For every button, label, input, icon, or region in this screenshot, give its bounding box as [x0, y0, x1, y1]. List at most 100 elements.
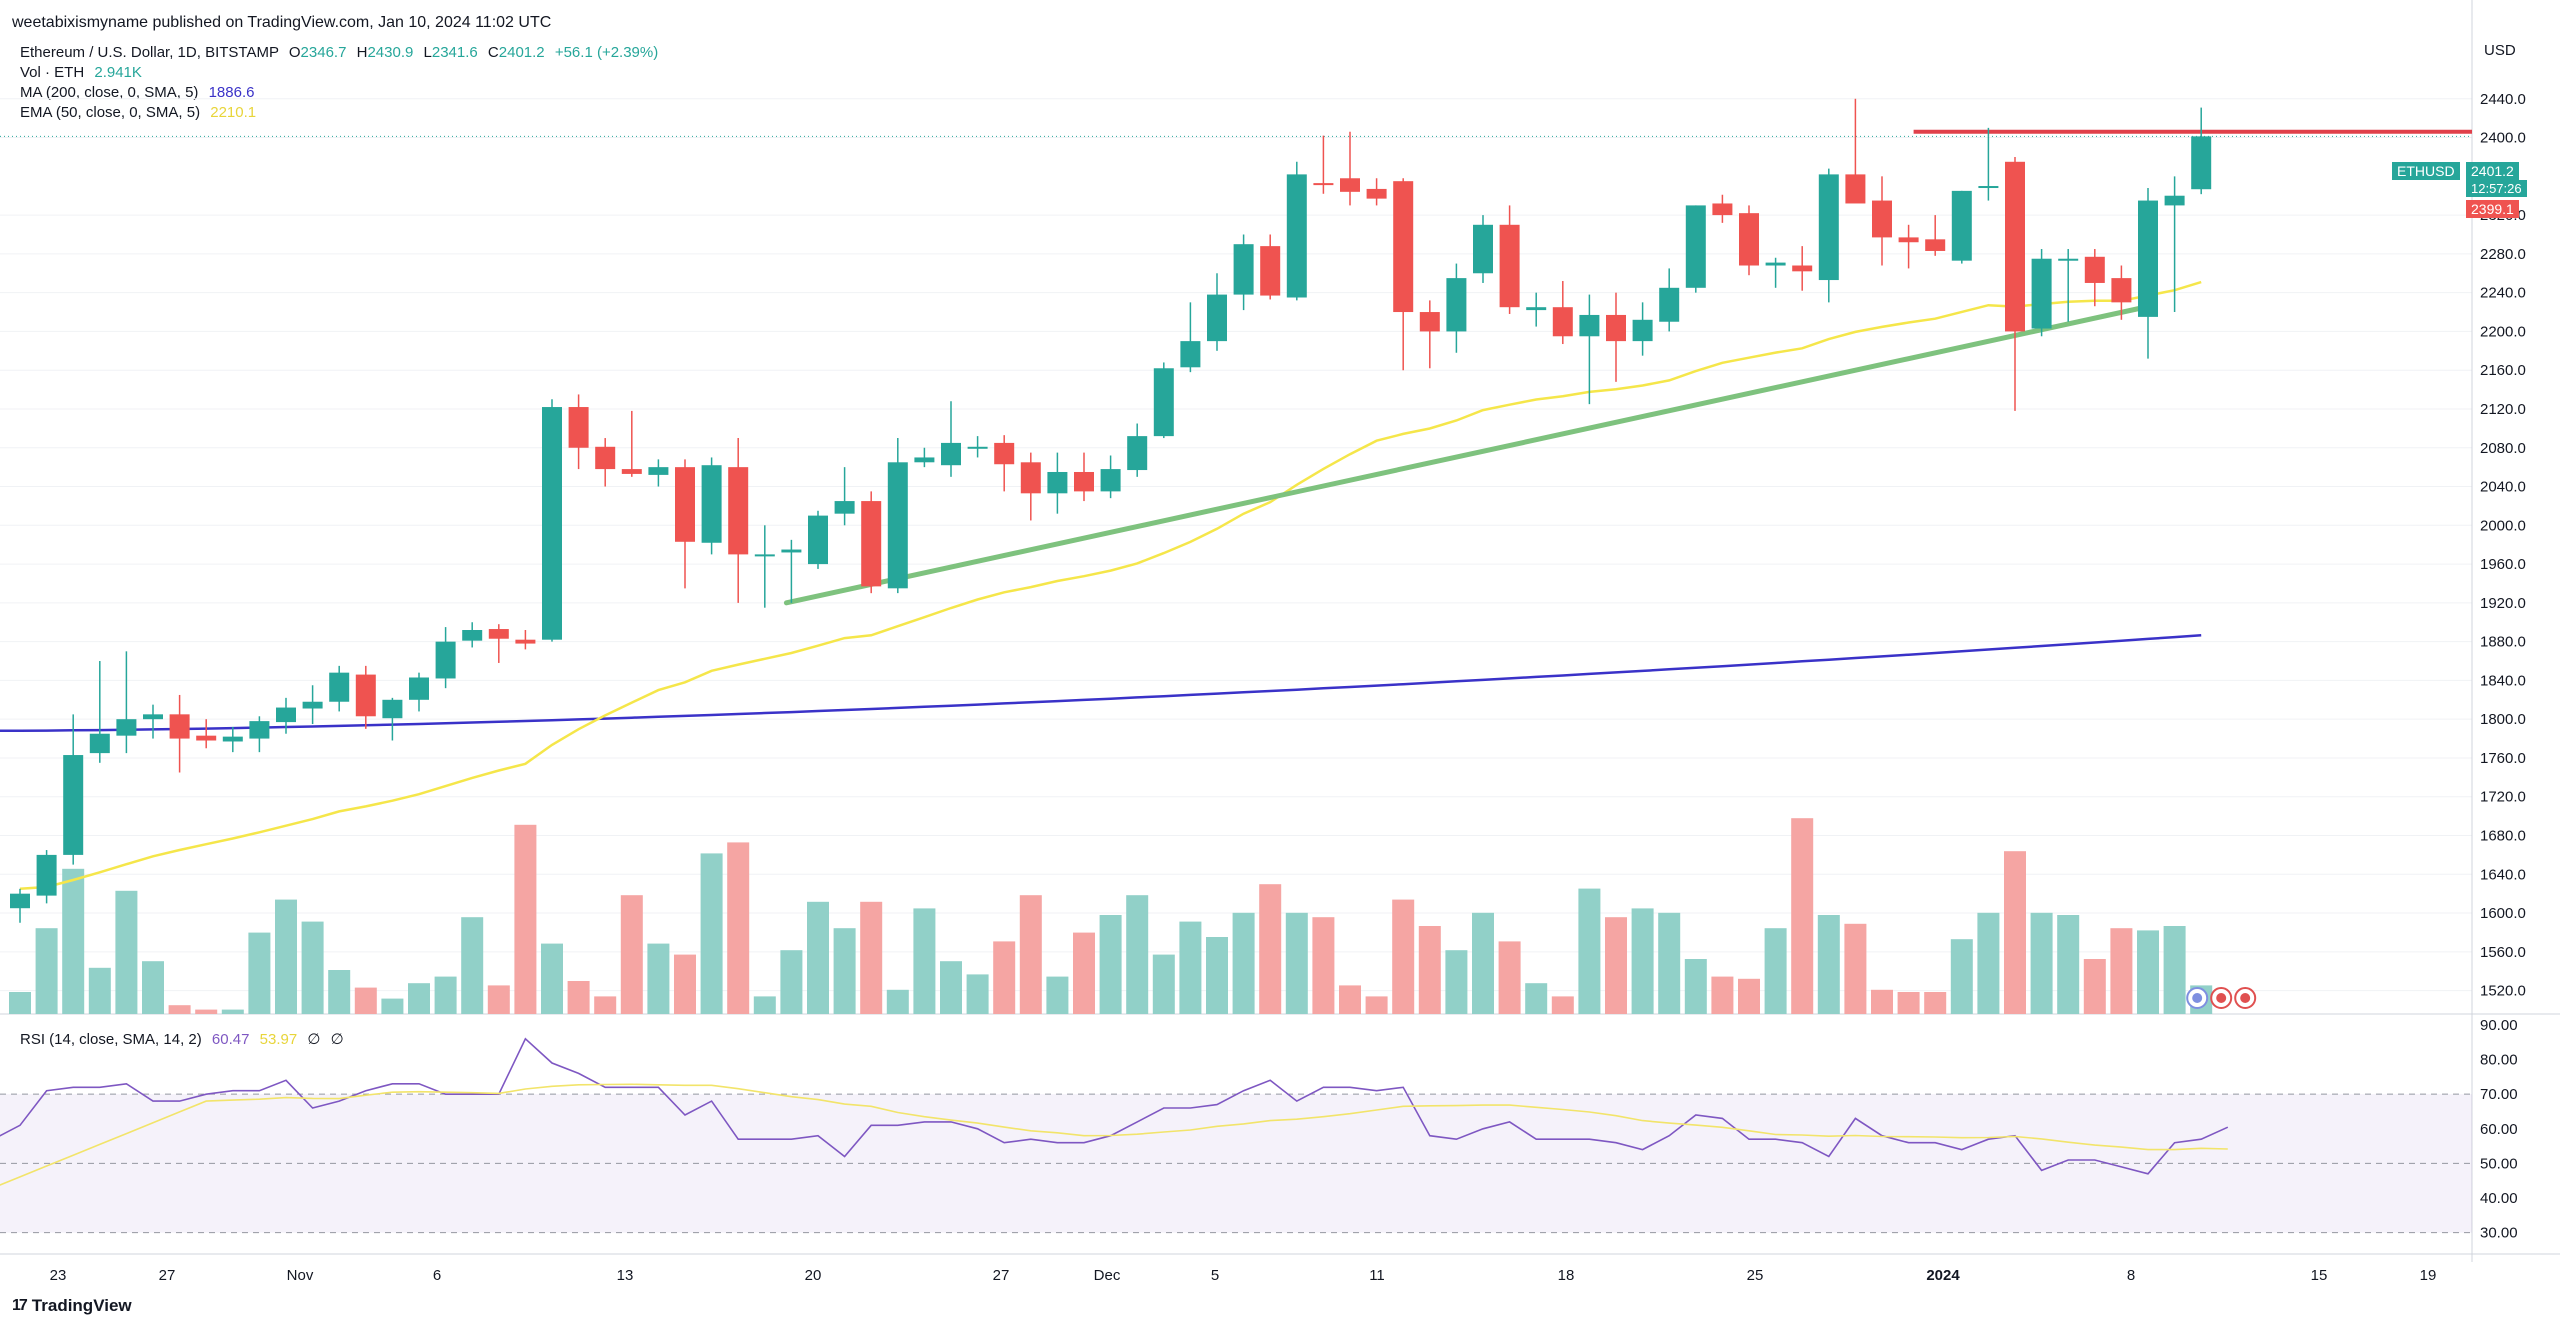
volume-bar: [514, 824, 537, 1014]
candle-body: [249, 721, 270, 739]
date-tick-label: 20: [805, 1267, 822, 1284]
candle-body: [2084, 256, 2105, 283]
candle-body: [355, 674, 376, 717]
candle-body: [2138, 200, 2158, 317]
rsi-tick-label: 60.00: [2480, 1121, 2518, 1138]
candle: [409, 672, 429, 712]
price-tick-label: 2200.0: [2480, 323, 2526, 340]
candle: [1659, 268, 1680, 332]
event-icon-dot: [2240, 993, 2251, 1003]
currency-label[interactable]: USD: [2484, 42, 2516, 59]
date-tick-label: 8: [2127, 1267, 2135, 1284]
volume-bar: [2057, 915, 2080, 1014]
candle-body: [1552, 307, 1573, 337]
tradingview-logo[interactable]: 17 TradingView: [12, 1296, 132, 1316]
volume-bar: [674, 954, 696, 1014]
candle-body: [781, 549, 802, 553]
volume-bar: [88, 967, 111, 1014]
event-icon-dot: [2216, 993, 2227, 1003]
date-tick-label: Nov: [287, 1267, 314, 1284]
candle: [2084, 249, 2105, 307]
candle-body: [63, 755, 84, 855]
price-tick-label: 1880.0: [2480, 634, 2526, 651]
rsi-ma-value: 53.97: [259, 1031, 298, 1048]
volume-bar: [860, 901, 883, 1014]
candle: [1579, 294, 1600, 405]
candle-body: [1499, 224, 1520, 308]
volume-bar: [328, 970, 351, 1014]
volume-bar: [275, 899, 297, 1014]
candle-body: [462, 630, 483, 641]
volume-bar: [248, 932, 271, 1014]
candle: [2138, 187, 2158, 359]
volume-bar: [381, 998, 404, 1014]
volume-bar: [1285, 912, 1308, 1014]
candle: [2058, 249, 2079, 322]
price-tick-label: 2040.0: [2480, 479, 2526, 496]
volume-legend[interactable]: Vol · ETH 2.941K: [20, 64, 142, 81]
volume-bar: [1578, 888, 1601, 1014]
candle-body: [2164, 195, 2185, 206]
candle: [701, 457, 722, 555]
symbol-tag: ETHUSD: [2392, 162, 2460, 180]
volume-bar: [1312, 917, 1335, 1014]
ema-legend[interactable]: EMA (50, close, 0, SMA, 5) 2210.1: [20, 104, 256, 121]
volume-bar: [1445, 950, 1468, 1014]
price-tick-label: 2400.0: [2480, 130, 2526, 147]
price-tick-label: 1800.0: [2480, 711, 2526, 728]
last-price-tag: 2401.2: [2466, 162, 2519, 180]
candle: [1765, 257, 1786, 288]
candle: [1047, 452, 1068, 514]
volume-bar: [1339, 985, 1361, 1014]
price-tick-label: 2000.0: [2480, 517, 2526, 534]
volume-bar: [647, 943, 670, 1014]
volume-bar: [1046, 976, 1069, 1014]
volume-bar: [115, 890, 138, 1014]
rsi-value: 60.47: [211, 1031, 250, 1048]
candle: [621, 410, 642, 477]
date-tick-label: 18: [1558, 1267, 1575, 1284]
candle-body: [488, 629, 509, 639]
volume-label: Vol · ETH: [20, 64, 85, 81]
candle: [754, 525, 775, 608]
volume-bar: [461, 917, 484, 1014]
candle: [1526, 292, 1547, 327]
volume-series: [9, 818, 2213, 1014]
candle: [143, 704, 163, 739]
price-tick-label: 2440.0: [2480, 91, 2526, 108]
rsi-tick-label: 70.00: [2480, 1086, 2518, 1103]
volume-bar: [1605, 917, 1627, 1014]
candle-body: [1845, 174, 1866, 204]
rsi-legend[interactable]: RSI (14, close, SMA, 14, 2) 60.47 53.97 …: [20, 1030, 344, 1048]
candle-body: [1419, 312, 1440, 332]
candle: [1632, 302, 1653, 356]
candle-body: [1473, 224, 1493, 274]
lightning-event-icon: [2186, 987, 2209, 1009]
rsi-tick-label: 90.00: [2480, 1017, 2518, 1034]
volume-bar: [727, 842, 750, 1014]
volume-bar: [434, 976, 457, 1014]
price-tick-label: 1840.0: [2480, 672, 2526, 689]
candle-body: [675, 467, 695, 542]
candle-body: [1393, 181, 1414, 313]
candle: [302, 685, 323, 725]
volume-bar: [700, 853, 723, 1014]
volume-bar: [35, 928, 58, 1014]
volume-bar: [807, 901, 829, 1014]
candle-body: [1366, 188, 1387, 199]
volume-bar: [1418, 926, 1441, 1014]
volume-bar: [594, 996, 617, 1014]
symbol-legend[interactable]: Ethereum / U.S. Dollar, 1D, BITSTAMP O23…: [20, 44, 658, 61]
price-tick-label: 1760.0: [2480, 750, 2526, 767]
volume-bar: [1019, 895, 1042, 1014]
candle: [1792, 246, 1813, 291]
candle-body: [329, 672, 350, 702]
ma-legend[interactable]: MA (200, close, 0, SMA, 5) 1886.6: [20, 84, 254, 101]
volume-bar: [1977, 912, 2000, 1014]
candle-body: [1765, 262, 1786, 266]
volume-bar: [2004, 851, 2026, 1014]
us-flag-event-icon: [2234, 987, 2257, 1009]
volume-bar: [1073, 932, 1095, 1014]
price-tick-label: 1960.0: [2480, 556, 2526, 573]
